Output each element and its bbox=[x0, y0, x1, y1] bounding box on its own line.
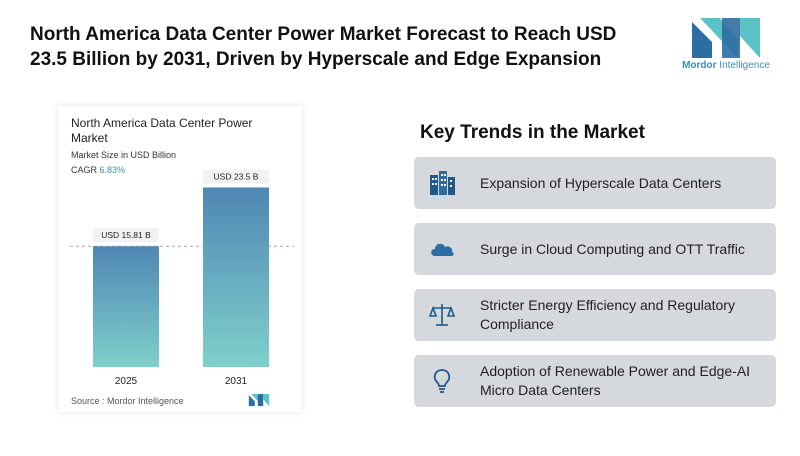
bar-chart: USD 15.81 B 2025 USD 23.5 B 2031 bbox=[70, 169, 294, 387]
trend-item-cloud: Surge in Cloud Computing and OTT Traffic bbox=[414, 223, 776, 275]
bar-2025 bbox=[93, 246, 159, 367]
trend-label: Expansion of Hyperscale Data Centers bbox=[480, 174, 722, 191]
chart-subtitle: Market Size in USD Billion bbox=[71, 150, 177, 160]
building-icon bbox=[430, 171, 455, 195]
trend-label: Surge in Cloud Computing and OTT Traffic bbox=[480, 240, 745, 257]
mordor-logo-icon bbox=[692, 18, 760, 58]
trend-item-hyperscale: Expansion of Hyperscale Data Centers bbox=[414, 157, 776, 209]
trends-title: Key Trends in the Market bbox=[420, 122, 645, 143]
data-label-box bbox=[93, 228, 159, 243]
trend-label: Stricter Energy Efficiency and Regulator… bbox=[480, 297, 735, 332]
brand-name: Mordor Intelligence bbox=[682, 60, 770, 71]
mordor-small-logo-icon bbox=[248, 394, 270, 406]
lightbulb-icon bbox=[433, 369, 451, 393]
category-label: 2031 bbox=[225, 376, 248, 387]
trend-item-renewable: Adoption of Renewable Power and Edge-AI … bbox=[414, 355, 776, 407]
data-label: USD 23.5 B bbox=[214, 171, 259, 181]
chart-source: Source : Mordor Intelligence bbox=[71, 396, 184, 406]
trend-item-regulation: Stricter Energy Efficiency and Regulator… bbox=[414, 289, 776, 341]
bar-2031 bbox=[203, 187, 269, 367]
chart-card: North America Data Center Power Market M… bbox=[58, 106, 302, 412]
trend-label: Adoption of Renewable Power and Edge-AI … bbox=[480, 363, 751, 398]
brand-logo: Mordor Intelligence bbox=[676, 18, 776, 71]
chart-title: North America Data Center Power Market bbox=[71, 116, 253, 145]
cloud-icon bbox=[431, 243, 454, 256]
category-label: 2025 bbox=[115, 376, 138, 387]
chart-cagr: CAGR 6.83% bbox=[71, 165, 126, 175]
data-label: USD 15.81 B bbox=[101, 230, 151, 240]
page-headline: North America Data Center Power Market F… bbox=[30, 24, 617, 70]
scales-icon bbox=[428, 304, 456, 326]
data-label-box bbox=[203, 169, 269, 184]
